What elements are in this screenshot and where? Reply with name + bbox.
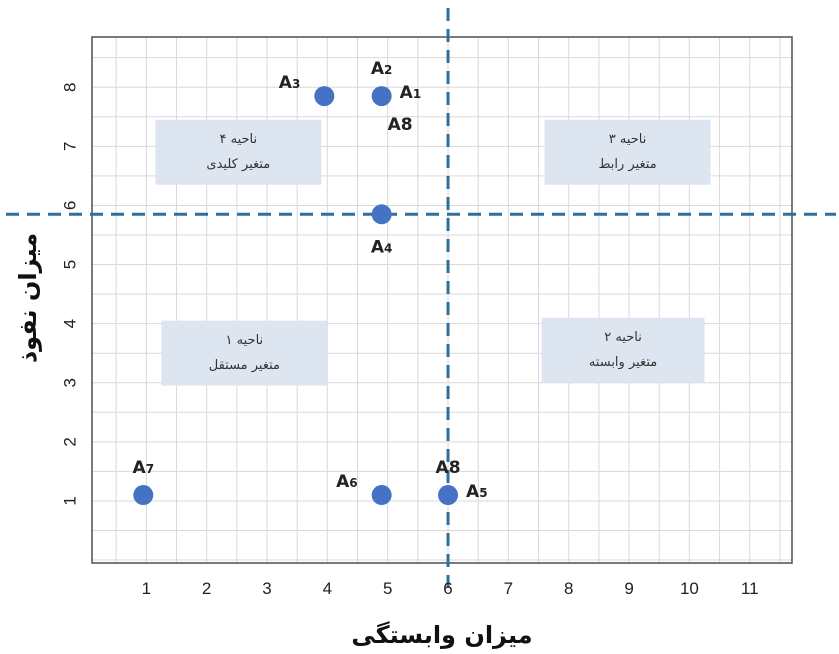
grid-lines bbox=[92, 37, 792, 563]
point-label: A8 bbox=[388, 115, 413, 135]
region-box-1: ناحیه ۴ متغیر کلیدی bbox=[155, 119, 322, 185]
region-box-2: ناحیه ۳ متغیر رابط bbox=[544, 119, 711, 185]
point-label-main: A bbox=[133, 458, 147, 478]
region-subtitle: متغیر رابط bbox=[598, 157, 656, 172]
region-box-background bbox=[541, 317, 705, 383]
region-title: ناحیه ۳ bbox=[609, 132, 647, 147]
region-subtitle: متغیر وابسته bbox=[589, 355, 657, 370]
x-tick-label: 1 bbox=[142, 579, 151, 598]
data-point bbox=[371, 485, 392, 506]
point-label: A3 bbox=[279, 73, 301, 93]
point-label: A7 bbox=[133, 458, 155, 478]
point-label-subscript: 7 bbox=[146, 462, 154, 476]
x-tick-label: 11 bbox=[741, 579, 759, 598]
region-box-background bbox=[155, 119, 322, 185]
x-tick-label: 5 bbox=[383, 579, 392, 598]
point-label-main: A bbox=[371, 237, 385, 257]
y-tick-label: 8 bbox=[61, 83, 80, 92]
region-box-4: ناحیه ۲ متغیر وابسته bbox=[541, 317, 705, 383]
point-label-subscript: 6 bbox=[349, 476, 357, 490]
point-label: A8 bbox=[436, 458, 461, 478]
data-point bbox=[314, 86, 335, 107]
data-point bbox=[438, 485, 459, 506]
x-axis-title: میزان وابستگی bbox=[351, 621, 532, 649]
data-point bbox=[133, 485, 154, 506]
point-label-main: A8 bbox=[436, 458, 461, 478]
data-point bbox=[371, 204, 392, 225]
region-title: ناحیه ۴ bbox=[220, 132, 258, 147]
data-points bbox=[133, 86, 459, 506]
x-tick-label: 3 bbox=[262, 579, 271, 598]
region-title: ناحیه ۲ bbox=[604, 330, 642, 345]
x-tick-label: 6 bbox=[443, 579, 452, 598]
point-label: A4 bbox=[371, 237, 393, 257]
point-label-main: A bbox=[371, 59, 385, 79]
region-box-3: ناحیه ۱ متغیر مستقل bbox=[161, 320, 328, 386]
y-tick-label: 6 bbox=[61, 201, 80, 210]
point-label-main: A bbox=[279, 73, 293, 93]
y-tick-label: 5 bbox=[61, 260, 80, 269]
point-label: A6 bbox=[336, 472, 358, 492]
y-axis-title: میزان نفوذ bbox=[14, 233, 42, 363]
region-subtitle: متغیر مستقل bbox=[209, 358, 280, 373]
point-label-main: A8 bbox=[388, 115, 413, 135]
point-label-main: A bbox=[400, 83, 414, 103]
point-label-subscript: 4 bbox=[384, 241, 392, 255]
point-label-main: A bbox=[336, 472, 350, 492]
region-subtitle: متغیر کلیدی bbox=[206, 157, 270, 172]
x-tick-label: 7 bbox=[504, 579, 513, 598]
y-tick-label: 3 bbox=[61, 378, 80, 387]
point-label-subscript: 3 bbox=[292, 77, 300, 91]
x-tick-label: 4 bbox=[323, 579, 332, 598]
region-title: ناحیه ۱ bbox=[226, 333, 264, 348]
point-label: A5 bbox=[466, 482, 488, 502]
x-tick-label: 9 bbox=[624, 579, 633, 598]
x-tick-label: 2 bbox=[202, 579, 211, 598]
y-tick-label: 2 bbox=[61, 437, 80, 446]
region-box-background bbox=[544, 119, 711, 185]
y-tick-label: 4 bbox=[61, 319, 80, 328]
point-label-subscript: 5 bbox=[479, 486, 487, 500]
point-label: A2 bbox=[371, 59, 393, 79]
point-label-subscript: 2 bbox=[384, 63, 392, 77]
y-tick-label: 1 bbox=[61, 496, 80, 505]
region-box-background bbox=[161, 320, 328, 386]
point-label-main: A bbox=[466, 482, 480, 502]
point-label: A1 bbox=[400, 83, 422, 103]
x-tick-label: 8 bbox=[564, 579, 573, 598]
point-label-subscript: 1 bbox=[413, 87, 421, 101]
plot-frame bbox=[91, 36, 793, 564]
y-tick-label: 7 bbox=[61, 142, 80, 151]
data-point bbox=[371, 86, 392, 107]
x-tick-label: 10 bbox=[680, 579, 699, 598]
